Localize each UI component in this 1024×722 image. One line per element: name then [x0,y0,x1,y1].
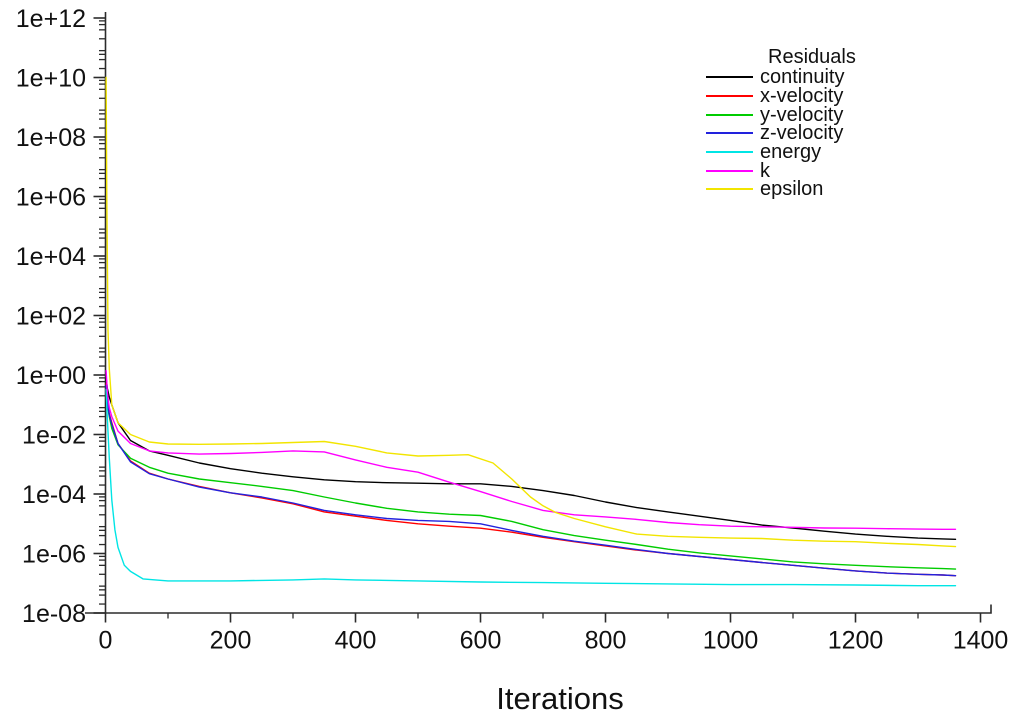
legend-line-sample-y-velocity [706,113,753,116]
legend-item-y-velocity: y-velocity [706,103,916,126]
x-axis-line [85,604,992,614]
x-tick-label: 200 [210,627,252,655]
legend-rows: continuity x-velocity y-velocity z-velocity… [706,66,916,201]
x-tick-label: 0 [99,627,113,655]
curve-y-velocity [105,387,957,570]
curve-x-velocity [105,383,957,577]
curve-k [105,370,957,530]
legend-label: y-velocity [760,103,844,126]
y-tick-label: 1e+00 [16,362,86,390]
legend-line-sample-z-velocity [706,132,753,135]
y-tick-label: 1e+02 [16,303,86,331]
legend-line-sample-continuity [706,76,753,79]
legend-label: epsilon [760,178,824,201]
legend-item-z-velocity: z-velocity [706,122,916,145]
legend-label: k [760,159,770,182]
y-tick-label: 1e-06 [22,541,86,569]
x-tick-label: 400 [335,627,377,655]
curve-z-velocity [105,384,957,577]
legend-label: z-velocity [760,122,844,145]
y-tick-label: 1e+08 [16,124,86,152]
y-tick-label: 1e+06 [16,184,86,212]
legend-line-sample-energy [706,151,753,154]
legend-item-epsilon: epsilon [706,178,916,201]
legend-label: energy [760,141,822,164]
x-tick-label: 800 [585,627,627,655]
legend-line-sample-k [706,169,753,172]
y-tick-label: 1e+04 [16,243,86,271]
x-tick-label: 1400 [953,627,1009,655]
legend-item-k: k [706,159,916,182]
curve-epsilon [105,76,957,548]
legend-line-sample-x-velocity [706,95,753,98]
y-tick-label: 1e-02 [22,422,86,450]
legend-item-x-velocity: x-velocity [706,85,916,108]
legend-line-sample-epsilon [706,188,753,191]
x-axis-title: Iterations [496,681,624,716]
legend-label: continuity [760,66,845,89]
x-tick-label: 1000 [703,627,759,655]
y-tick-label: 1e+12 [16,5,86,33]
curve-continuity [105,377,957,540]
legend-item-energy: energy [706,141,916,164]
legend: Residuals continuity x-velocity y-velocity… [706,47,916,199]
curve-energy [105,389,957,587]
legend-title: Residuals [768,46,856,68]
x-tick-label: 1200 [828,627,884,655]
legend-item-continuity: continuity [706,66,916,89]
y-tick-label: 1e+10 [16,65,86,93]
y-tick-label: 1e-08 [22,600,86,628]
legend-label: x-velocity [760,85,844,108]
x-tick-label: 600 [460,627,502,655]
y-tick-label: 1e-04 [22,481,86,509]
